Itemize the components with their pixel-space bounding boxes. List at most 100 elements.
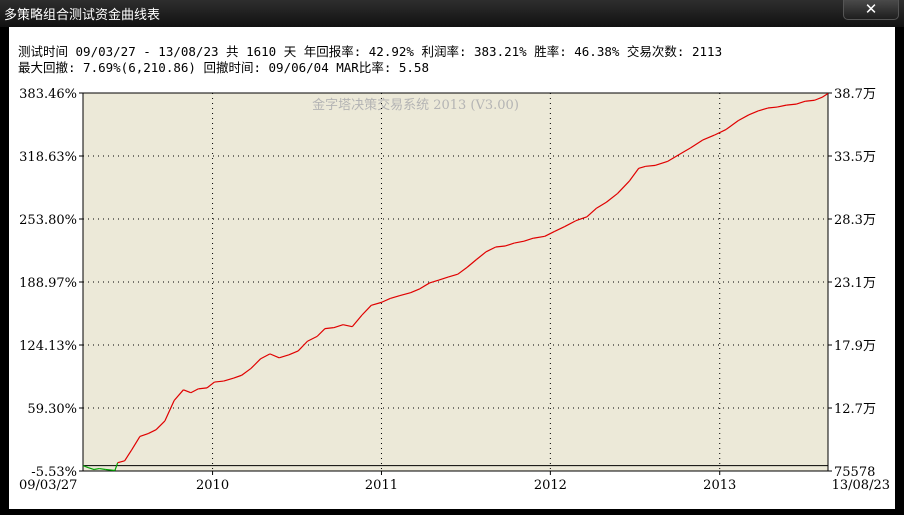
equity-curve-segment <box>575 216 588 222</box>
y-tick-label-right: 17.9万 <box>834 339 876 354</box>
equity-curve-segment <box>466 259 477 268</box>
equity-curve-segment <box>410 288 421 294</box>
equity-curve-segment <box>351 314 363 328</box>
equity-curve-segment <box>371 301 382 306</box>
y-tick-label-left: 318.63% <box>19 150 77 165</box>
y-tick-label-right: 33.5万 <box>834 150 876 165</box>
equity-curve-segment <box>333 324 344 329</box>
equity-curve-segment <box>183 389 192 394</box>
y-tick-label-right: 23.1万 <box>834 276 876 291</box>
equity-curve-segment <box>139 432 149 438</box>
equity-curve-segment <box>475 251 487 261</box>
equity-curve-segment <box>485 246 497 253</box>
equity-curve-segment <box>269 353 280 359</box>
equity-curve-segment <box>645 164 656 167</box>
equity-curve-segment <box>617 180 630 194</box>
equity-curve-segment <box>554 226 565 232</box>
x-tick-label: 2013 <box>703 478 736 493</box>
x-tick-label: 2010 <box>196 478 229 493</box>
equity-curve-segment <box>288 350 299 356</box>
equity-curve-segment <box>324 327 334 330</box>
x-end-label: 13/08/23 <box>832 478 890 493</box>
stats-line-1: 测试时间 09/03/27 - 13/08/23 共 1610 天 年回报率: … <box>18 44 723 59</box>
x-tick-label: 2012 <box>534 478 567 493</box>
equity-curve-segment <box>419 282 430 290</box>
equity-curve-segment <box>495 245 506 248</box>
equity-curve-segment <box>114 462 119 471</box>
equity-curve-segment <box>690 139 703 149</box>
equity-curve-segment <box>93 467 100 471</box>
equity-curve-segment <box>596 201 607 209</box>
equity-curve-segment <box>438 276 449 281</box>
equity-curve-segment <box>638 165 646 169</box>
equity-curve-segment <box>381 297 391 303</box>
equity-curve-segment <box>533 235 545 239</box>
equity-curve-segment <box>504 242 515 247</box>
stats-line-2: 最大回撤: 7.69%(6,210.86) 回撤时间: 09/06/04 MAR… <box>18 60 429 75</box>
y-tick-label-right: 38.7万 <box>834 87 876 102</box>
window-title: 多策略组合测试资金曲线表 <box>4 8 161 23</box>
y-tick-label-left: 188.97% <box>19 276 77 291</box>
equity-curve-segment <box>786 103 797 106</box>
equity-curve-segment <box>131 436 141 451</box>
equity-curve-segment <box>737 114 750 122</box>
equity-curve-segment <box>82 465 89 469</box>
x-tick-label: 2011 <box>365 478 398 493</box>
equity-curve-segment <box>316 328 326 337</box>
equity-curve-chart: 金字塔决策交易系统 2013 (V3.00) 383.46% 38.7万 318.63… <box>19 87 890 493</box>
equity-curve-segment <box>564 220 577 228</box>
equity-curve-segment <box>279 354 290 359</box>
equity-curve-segment <box>173 389 184 401</box>
equity-curve-segment <box>629 167 640 182</box>
equity-curve-segment <box>297 340 308 352</box>
equity-curve-segment <box>117 460 125 464</box>
x-start-label: 09/03/27 <box>19 478 77 493</box>
equity-curve-segment <box>457 266 468 275</box>
chart-title-watermark: 金字塔决策交易系统 2013 (V3.00) <box>312 97 519 113</box>
equity-curve-segment <box>605 193 618 203</box>
equity-curve-segment <box>342 324 353 328</box>
equity-curve-segment <box>655 160 668 166</box>
equity-curve-segment <box>164 400 175 422</box>
y-tick-label-right: 28.3万 <box>834 213 876 228</box>
equity-curve-segment <box>155 420 166 431</box>
y-tick-label-right: 75578 <box>834 465 875 480</box>
equity-curve-segment <box>99 467 106 471</box>
equity-curve-segment <box>702 134 715 141</box>
equity-curve-segment <box>190 388 199 394</box>
equity-curve-segment <box>447 273 458 278</box>
equity-curve-segment <box>233 374 242 379</box>
equity-curve-segment <box>223 377 234 382</box>
equity-curve-segment <box>814 96 823 101</box>
equity-curve-segment <box>124 449 133 462</box>
equity-curve-segment <box>214 380 224 383</box>
title-bar[interactable]: 多策略组合测试资金曲线表 ✕ <box>0 0 904 27</box>
equity-curve-segment <box>198 387 208 390</box>
equity-curve-segment <box>429 279 440 284</box>
equity-curve-segment <box>713 128 727 136</box>
equity-curve-segment <box>795 100 806 105</box>
equity-curve-segment <box>147 429 157 435</box>
equity-curve-segment <box>260 353 271 360</box>
plot-area <box>82 92 829 472</box>
equity-curve-segment <box>725 120 739 130</box>
equity-curve-segment <box>544 230 555 237</box>
equity-curve-segment <box>206 381 215 389</box>
close-button[interactable]: ✕ <box>843 0 899 20</box>
equity-curve-segment <box>776 104 787 108</box>
equity-curve-segment <box>678 147 691 156</box>
equity-curve-segment <box>87 466 95 471</box>
equity-curve-segment <box>399 292 411 297</box>
y-tick-label-left: 253.80% <box>19 213 77 228</box>
y-tick-label-left: 124.13% <box>19 339 77 354</box>
equity-curve-segment <box>523 237 534 242</box>
equity-curve-segment <box>805 99 815 102</box>
equity-curve-segment <box>250 358 262 369</box>
equity-curve-segment <box>105 468 115 472</box>
equity-curve-segment <box>514 240 525 244</box>
y-tick-label-left: -5.53% <box>31 465 77 480</box>
equity-curve-segment <box>767 106 778 109</box>
y-tick-label-left: 59.30% <box>27 402 77 417</box>
equity-curve-segment <box>307 335 318 342</box>
equity-curve-segment <box>821 92 829 98</box>
